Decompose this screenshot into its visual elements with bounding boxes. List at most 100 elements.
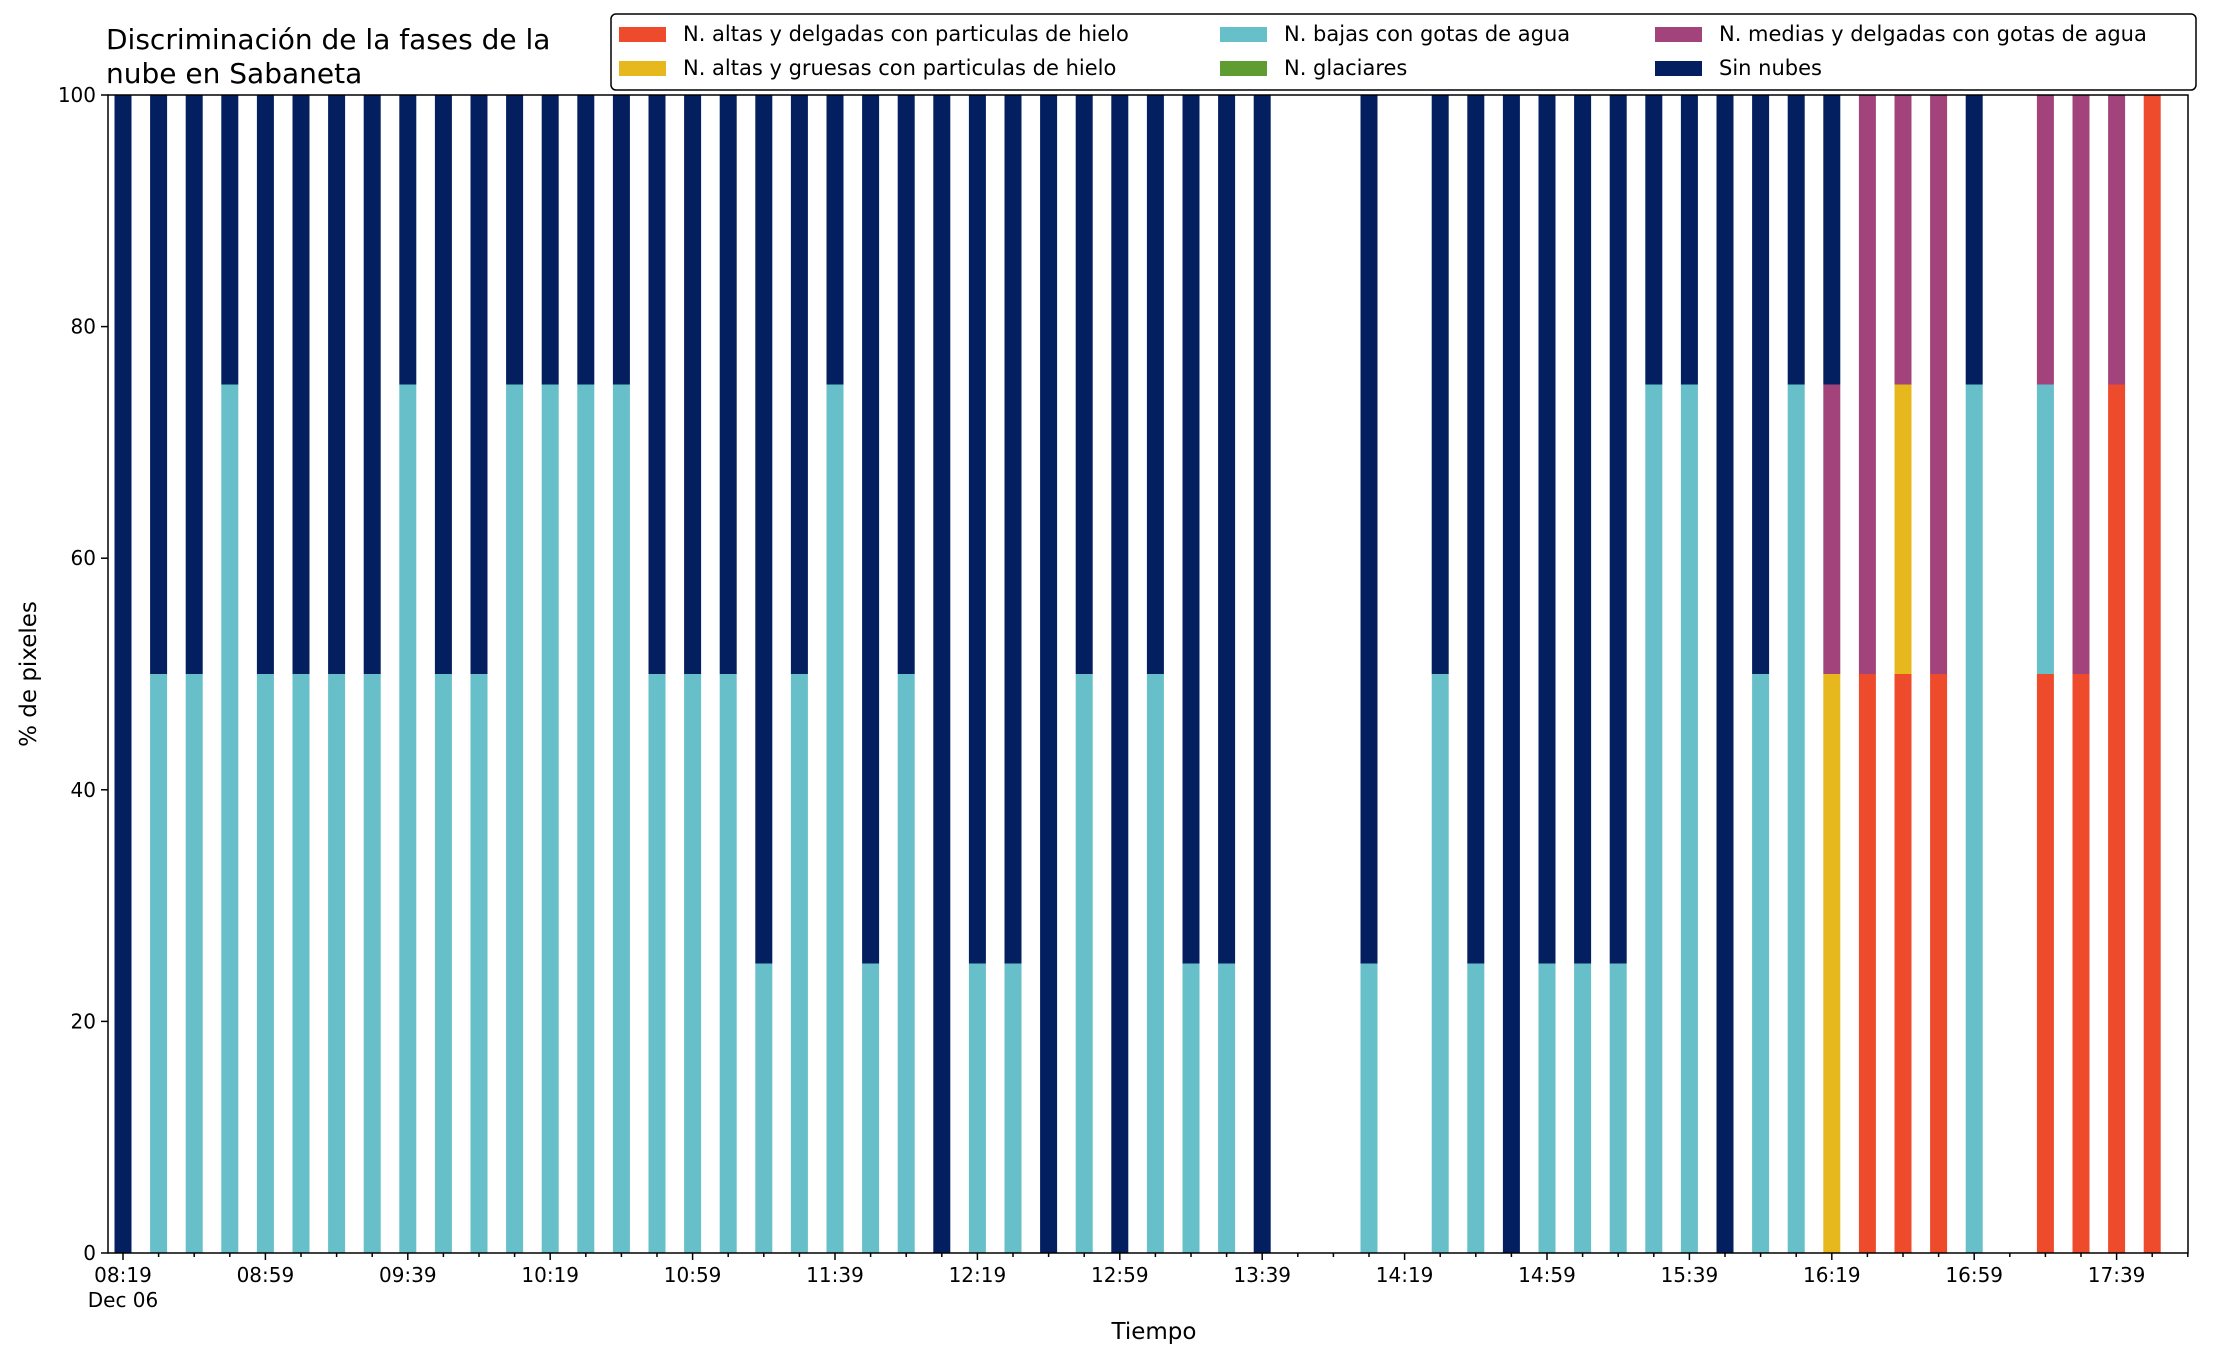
bar-segment	[1930, 674, 1948, 1253]
bar-segment	[1858, 95, 1876, 674]
y-tick-label: 60	[71, 546, 96, 570]
bar-segment	[185, 95, 203, 674]
bar-segment	[719, 674, 737, 1253]
bar-segment	[434, 674, 452, 1253]
bar-segment	[2143, 95, 2161, 1253]
legend-swatch	[1655, 27, 1702, 42]
bar-segment	[1502, 95, 1520, 1253]
bar-segment	[292, 674, 310, 1253]
bar-segment	[1965, 384, 1983, 1253]
bar-segment	[292, 95, 310, 674]
bar-segment	[1680, 95, 1698, 385]
bar-segment	[2108, 95, 2126, 385]
x-axis-title: Tiempo	[1111, 1319, 1197, 1345]
bar-segment	[1431, 95, 1449, 674]
bar-segment	[1894, 95, 1912, 385]
bar-segment	[862, 95, 880, 964]
bar-segment	[1538, 963, 1556, 1253]
bar-segment	[1218, 95, 1236, 964]
x-tick-label: 10:19	[521, 1263, 579, 1287]
bar-segment	[1752, 95, 1770, 674]
bar-segment	[790, 95, 808, 674]
legend-label: N. medias y delgadas con gotas de agua	[1719, 22, 2147, 46]
bar-segment	[363, 95, 381, 674]
bar-segment	[1645, 95, 1663, 385]
bar-segment	[256, 95, 274, 674]
bar-segment	[2108, 384, 2126, 1253]
y-axis-title: % de pixeles	[16, 601, 42, 747]
bar-segment	[577, 384, 595, 1253]
x-tick-label: 17:39	[2088, 1263, 2146, 1287]
legend-label: N. glaciares	[1284, 56, 1407, 80]
bar-segment	[1930, 95, 1948, 674]
x-tick-label: 16:19	[1803, 1263, 1861, 1287]
bar-segment	[399, 384, 417, 1253]
legend-label: N. altas y gruesas con particulas de hie…	[683, 56, 1116, 80]
x-tick-label: 12:19	[949, 1263, 1007, 1287]
bar-segment	[470, 95, 488, 674]
bar-segment	[1467, 963, 1485, 1253]
x-tick-label: 10:59	[664, 1263, 722, 1287]
bar-segment	[862, 963, 880, 1253]
legend-swatch	[619, 61, 666, 76]
bar-segment	[1467, 95, 1485, 964]
bar-segment	[755, 963, 773, 1253]
chart-title-line-2: nube en Sabaneta	[106, 57, 362, 90]
bar-segment	[399, 95, 417, 385]
bar-segment	[968, 95, 986, 964]
bar-segment	[755, 95, 773, 964]
y-tick-label: 80	[71, 315, 96, 339]
bar-segment	[506, 95, 524, 385]
x-axis: 08:19 08:59 09:39 10:19 10:59 11:39 12:19 12:59…	[88, 1253, 2189, 1312]
y-tick-label: 40	[71, 778, 96, 802]
bar-segment	[150, 674, 168, 1253]
bar-segment	[256, 674, 274, 1253]
x-tick-label: 15:39	[1661, 1263, 1719, 1287]
bar-segment	[897, 95, 915, 674]
bar-segment	[328, 95, 346, 674]
bar-segment	[1182, 963, 1200, 1253]
bar-segment	[1146, 674, 1164, 1253]
y-tick-label: 0	[83, 1241, 96, 1265]
bar-segment	[1858, 674, 1876, 1253]
bar-segment	[1004, 95, 1022, 964]
plot-frame	[107, 94, 2189, 1254]
bar-segment	[1823, 674, 1841, 1253]
bar-segment	[790, 674, 808, 1253]
bar-segment	[1146, 95, 1164, 674]
bar-segment	[150, 95, 168, 674]
bar-segment	[1360, 963, 1378, 1253]
bar-segment	[577, 95, 595, 385]
bar-segment	[648, 674, 666, 1253]
bar-segment	[1111, 95, 1129, 1253]
bar-segment	[1075, 95, 1093, 674]
bar-segment	[1182, 95, 1200, 964]
legend-swatch	[1220, 27, 1267, 42]
bar-segment	[719, 95, 737, 674]
bar-segment	[1752, 674, 1770, 1253]
bar-segment	[1609, 95, 1627, 964]
y-tick-label: 20	[71, 1009, 96, 1033]
bar-segment	[1574, 963, 1592, 1253]
bar-segment	[2072, 95, 2090, 674]
bar-segment	[1894, 674, 1912, 1253]
bar-segment	[221, 95, 239, 385]
bar-segment	[1787, 95, 1805, 385]
x-tick-label: 11:39	[806, 1263, 864, 1287]
bar-segment	[1218, 963, 1236, 1253]
bar-segment	[2036, 384, 2054, 674]
bar-segment	[541, 95, 559, 385]
bar-segment	[1075, 674, 1093, 1253]
bar-segment	[1965, 95, 1983, 385]
legend-swatch	[1220, 61, 1267, 76]
bar-segment	[328, 674, 346, 1253]
bar-segment	[221, 384, 239, 1253]
bar-segment	[363, 674, 381, 1253]
bar-segment	[1538, 95, 1556, 964]
bar-segment	[1716, 95, 1734, 1253]
x-tick-label: 12:59	[1091, 1263, 1149, 1287]
bar-segment	[434, 95, 452, 674]
bar-segment	[1609, 963, 1627, 1253]
